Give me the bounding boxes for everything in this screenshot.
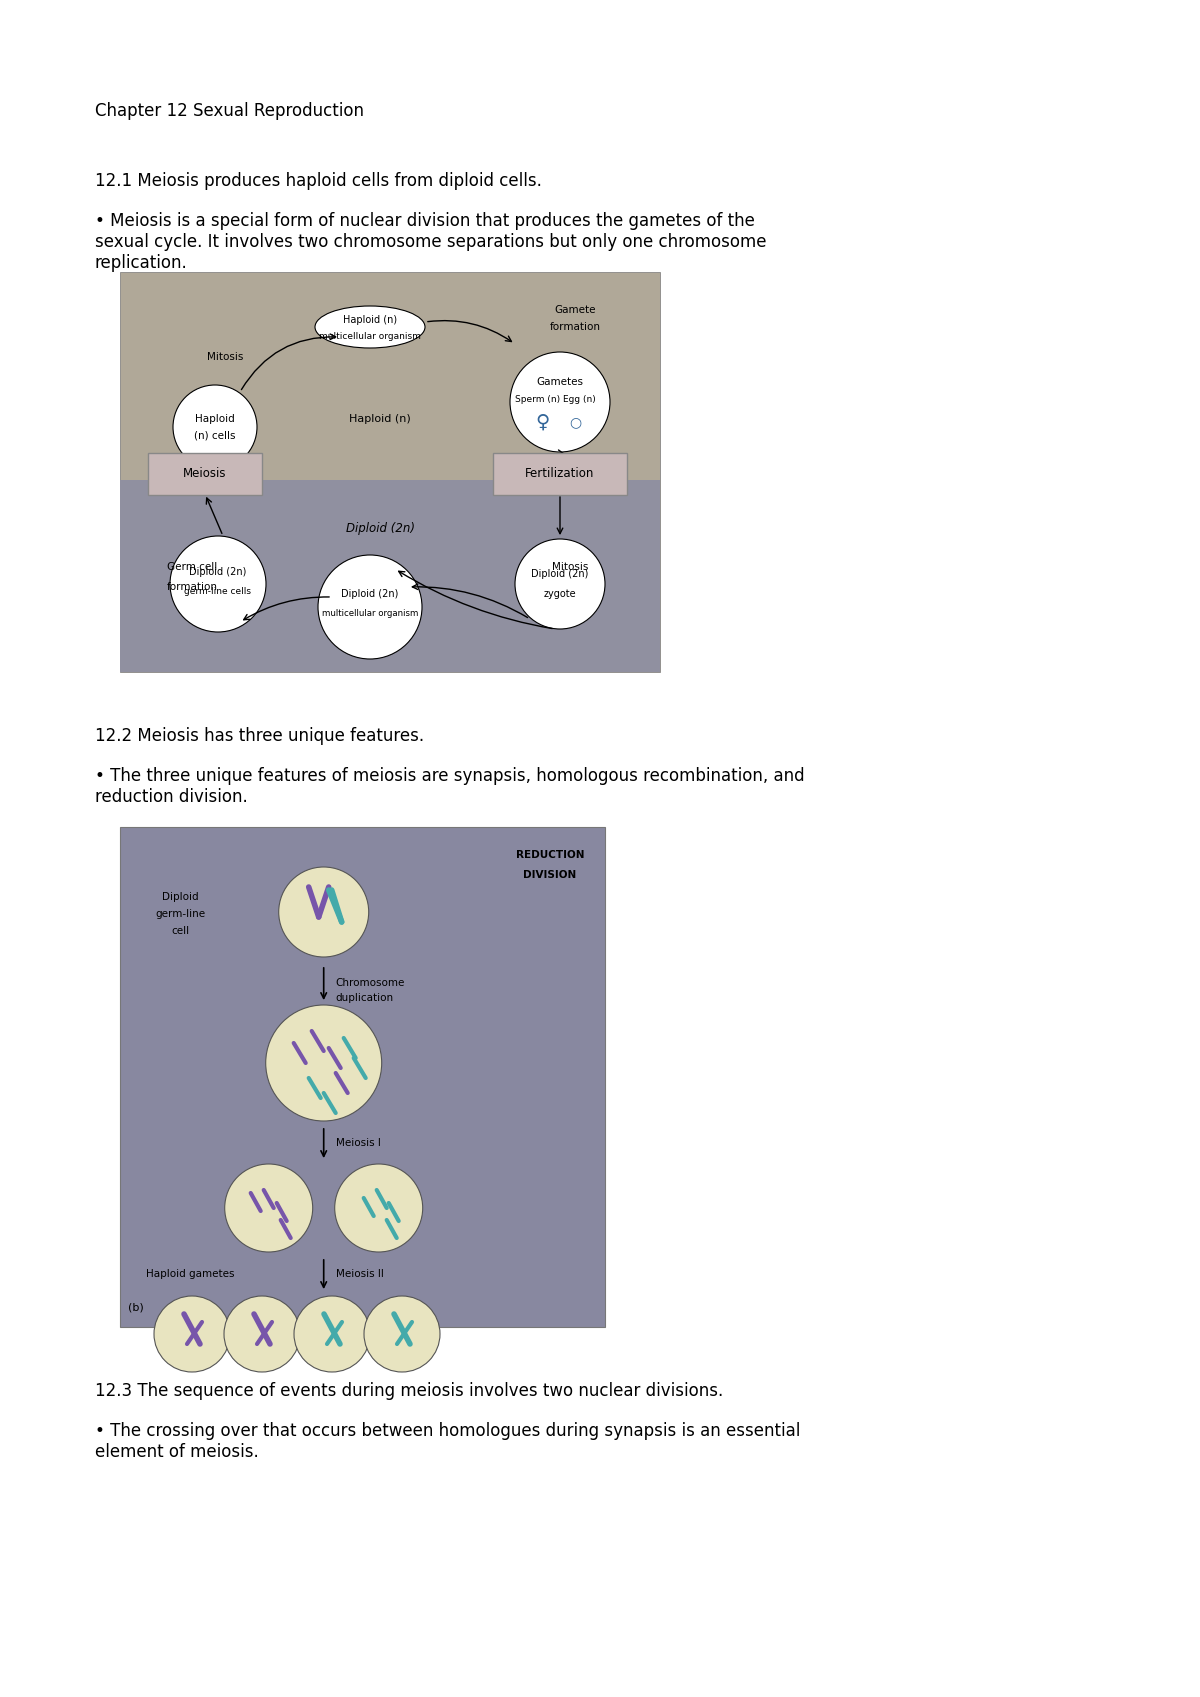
Text: Diploid (2n): Diploid (2n) <box>341 589 398 599</box>
Text: Diploid (2n): Diploid (2n) <box>346 523 414 536</box>
Text: Fertilization: Fertilization <box>526 467 595 480</box>
Circle shape <box>318 555 422 658</box>
Text: Haploid (n): Haploid (n) <box>349 414 410 424</box>
Text: multicellular organism: multicellular organism <box>319 333 421 341</box>
Text: Diploid: Diploid <box>162 893 198 903</box>
Text: zygote: zygote <box>544 589 576 599</box>
Text: (n) cells: (n) cells <box>194 429 235 440</box>
Text: Meiosis: Meiosis <box>184 467 227 480</box>
Circle shape <box>154 1297 230 1371</box>
Text: Haploid (n): Haploid (n) <box>343 316 397 326</box>
Text: REDUCTION: REDUCTION <box>516 850 584 860</box>
Text: (b): (b) <box>128 1302 144 1312</box>
FancyBboxPatch shape <box>493 453 628 496</box>
Circle shape <box>224 1164 313 1252</box>
Text: Meiosis I: Meiosis I <box>336 1139 380 1147</box>
FancyBboxPatch shape <box>120 272 660 672</box>
Text: duplication: duplication <box>336 993 394 1003</box>
Text: Haploid gametes: Haploid gametes <box>145 1269 234 1280</box>
FancyBboxPatch shape <box>148 453 262 496</box>
Text: Sperm (n) Egg (n): Sperm (n) Egg (n) <box>515 394 595 404</box>
Text: 12.2 Meiosis has three unique features.: 12.2 Meiosis has three unique features. <box>95 726 424 745</box>
Circle shape <box>335 1164 422 1252</box>
Text: Diploid (2n): Diploid (2n) <box>190 567 247 577</box>
Text: Haploid: Haploid <box>196 414 235 424</box>
Circle shape <box>265 1005 382 1122</box>
Ellipse shape <box>314 305 425 348</box>
Text: Germ cell: Germ cell <box>167 562 217 572</box>
Text: multicellular organism: multicellular organism <box>322 609 418 618</box>
FancyBboxPatch shape <box>120 826 605 1327</box>
Circle shape <box>294 1297 370 1371</box>
Text: ♀: ♀ <box>535 412 550 431</box>
Text: • The crossing over that occurs between homologues during synapsis is an essenti: • The crossing over that occurs between … <box>95 1422 800 1461</box>
Text: Meiosis II: Meiosis II <box>336 1269 384 1280</box>
Text: Diploid (2n): Diploid (2n) <box>532 568 589 579</box>
Text: Mitosis: Mitosis <box>206 351 244 361</box>
Text: DIVISION: DIVISION <box>523 871 577 881</box>
Text: Chapter 12 Sexual Reproduction: Chapter 12 Sexual Reproduction <box>95 102 364 120</box>
FancyBboxPatch shape <box>120 480 660 672</box>
Circle shape <box>515 540 605 630</box>
Text: germ-line cells: germ-line cells <box>185 587 252 597</box>
Text: • Meiosis is a special form of nuclear division that produces the gametes of the: • Meiosis is a special form of nuclear d… <box>95 212 767 272</box>
Circle shape <box>224 1297 300 1371</box>
Text: germ-line: germ-line <box>155 910 205 920</box>
Text: • The three unique features of meiosis are synapsis, homologous recombination, a: • The three unique features of meiosis a… <box>95 767 805 806</box>
Text: 12.1 Meiosis produces haploid cells from diploid cells.: 12.1 Meiosis produces haploid cells from… <box>95 171 542 190</box>
Text: 12.3 The sequence of events during meiosis involves two nuclear divisions.: 12.3 The sequence of events during meios… <box>95 1381 724 1400</box>
Text: formation: formation <box>167 582 217 592</box>
Text: ○: ○ <box>569 416 581 429</box>
Circle shape <box>170 536 266 631</box>
Circle shape <box>510 351 610 451</box>
Text: formation: formation <box>550 322 600 333</box>
Text: Gametes: Gametes <box>536 377 583 387</box>
Text: Gamete: Gamete <box>554 305 595 316</box>
Circle shape <box>364 1297 440 1371</box>
Text: Chromosome: Chromosome <box>336 977 406 988</box>
Text: cell: cell <box>170 927 190 937</box>
Text: Mitosis: Mitosis <box>552 562 588 572</box>
Circle shape <box>173 385 257 468</box>
Circle shape <box>278 867 368 957</box>
